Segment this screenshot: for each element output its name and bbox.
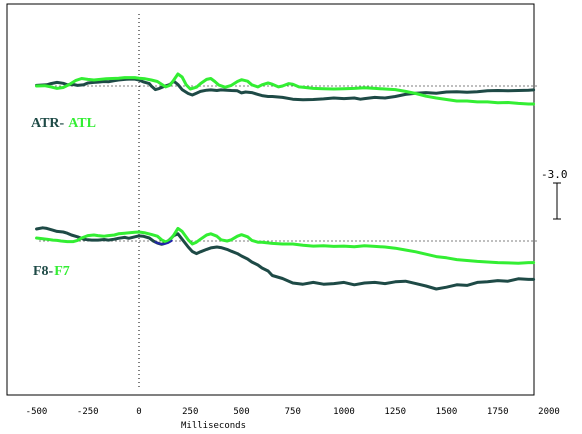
x-axis-title: Milliseconds xyxy=(181,421,246,431)
panel-2-label: F8-F7 xyxy=(33,264,70,279)
x-tick-label: 500 xyxy=(233,407,249,417)
panel-1-label-bright: ATL xyxy=(68,116,96,131)
x-tick-label: -250 xyxy=(77,407,99,417)
x-tick-label: 750 xyxy=(285,407,301,417)
x-tick-label: -500 xyxy=(26,407,48,417)
plot-frame xyxy=(6,3,535,396)
series-atr-line xyxy=(35,77,536,102)
x-tick-label: 1500 xyxy=(436,407,458,417)
panel-1-label: ATR- ATL xyxy=(31,116,96,131)
series-atl-line xyxy=(35,72,536,106)
x-tick-label: 2000 xyxy=(538,407,560,417)
x-tick-label: 0 xyxy=(136,407,141,417)
x-tick-label: 250 xyxy=(182,407,198,417)
series-f7-line xyxy=(35,226,536,265)
scale-bar-label: -3.0 xyxy=(541,168,568,181)
x-tick-label: 1000 xyxy=(333,407,355,417)
panel-1-label-dark: ATR- xyxy=(31,116,65,131)
series-f8-segment-line xyxy=(154,239,173,246)
x-tick-label: 1250 xyxy=(384,407,406,417)
panel-2-label-bright: F7 xyxy=(54,264,70,279)
x-tick-label: 1750 xyxy=(487,407,509,417)
series-f8-line xyxy=(35,226,536,291)
amplitude-scale-bar: -3.0 xyxy=(541,168,568,220)
panel-2-label-dark: F8- xyxy=(33,264,54,279)
